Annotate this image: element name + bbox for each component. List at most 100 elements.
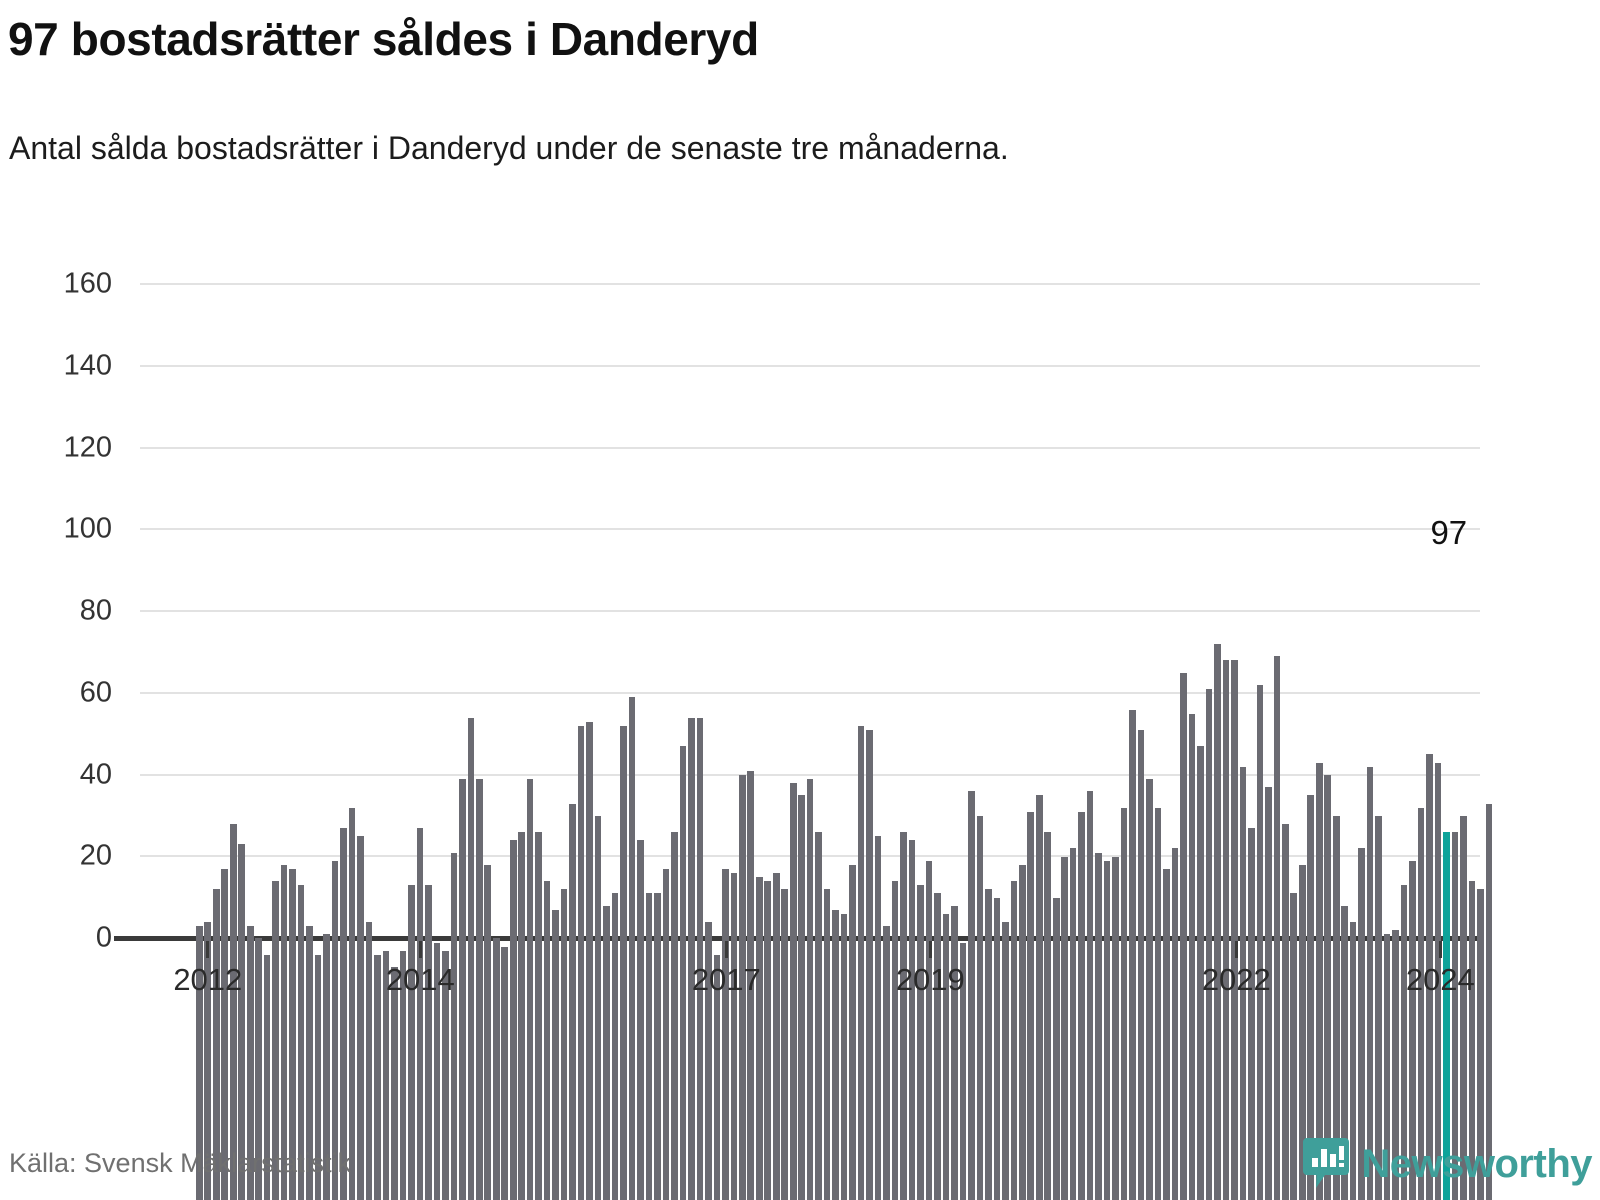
bar[interactable]: [798, 795, 805, 1200]
bar[interactable]: [1035, 795, 1043, 1200]
bar[interactable]: [1214, 644, 1221, 1200]
bar[interactable]: [1290, 893, 1298, 1200]
bar[interactable]: [1434, 762, 1442, 1200]
bar[interactable]: [1332, 815, 1340, 1200]
bar[interactable]: [509, 840, 517, 1200]
bar[interactable]: [1324, 774, 1332, 1200]
bar[interactable]: [1341, 905, 1348, 1200]
bar[interactable]: [1061, 856, 1068, 1200]
bar[interactable]: [730, 873, 738, 1200]
bar[interactable]: [620, 725, 627, 1200]
bar[interactable]: [204, 922, 212, 1200]
bar[interactable]: [985, 889, 992, 1200]
bar[interactable]: [1485, 803, 1493, 1200]
bar[interactable]: [365, 922, 373, 1200]
bar[interactable]: [883, 926, 890, 1200]
bar[interactable]: [425, 885, 432, 1200]
bar[interactable]: [1146, 779, 1153, 1200]
bar[interactable]: [374, 954, 381, 1200]
bar[interactable]: [951, 905, 958, 1200]
bar[interactable]: [968, 791, 975, 1200]
bar[interactable]: [297, 885, 305, 1200]
bar[interactable]: [1010, 881, 1018, 1200]
bar[interactable]: [382, 950, 390, 1200]
bar[interactable]: [416, 828, 424, 1200]
bar[interactable]: [1409, 860, 1416, 1200]
bar[interactable]: [764, 881, 772, 1200]
bar[interactable]: [1222, 660, 1230, 1200]
bar[interactable]: [594, 815, 602, 1200]
bar[interactable]: [1248, 828, 1255, 1200]
bar[interactable]: [535, 832, 542, 1200]
bar[interactable]: [1256, 684, 1264, 1200]
bar[interactable]: [1163, 868, 1170, 1200]
bar[interactable]: [934, 893, 941, 1200]
bar[interactable]: [340, 828, 347, 1200]
bar[interactable]: [840, 913, 848, 1200]
bar[interactable]: [1197, 746, 1204, 1200]
bar[interactable]: [1358, 848, 1365, 1200]
bar[interactable]: [1044, 832, 1052, 1200]
bar[interactable]: [229, 823, 237, 1200]
bar[interactable]: [645, 893, 653, 1200]
bar[interactable]: [1171, 848, 1179, 1200]
bar[interactable]: [1282, 823, 1289, 1200]
bar[interactable]: [306, 926, 313, 1200]
bar[interactable]: [577, 725, 585, 1200]
bar[interactable]: [874, 836, 882, 1200]
bar[interactable]: [823, 889, 831, 1200]
bar[interactable]: [671, 832, 678, 1200]
bar[interactable]: [1027, 811, 1035, 1200]
bar[interactable]: [628, 697, 636, 1200]
bar[interactable]: [408, 885, 415, 1200]
bar[interactable]: [1451, 832, 1459, 1200]
bar[interactable]: [739, 774, 746, 1200]
bar[interactable]: [866, 729, 873, 1200]
bar[interactable]: [1265, 787, 1272, 1200]
bar[interactable]: [1273, 656, 1281, 1200]
bar[interactable]: [1180, 672, 1187, 1200]
bar[interactable]: [1231, 660, 1238, 1200]
bar[interactable]: [399, 950, 407, 1200]
bar[interactable]: [1002, 922, 1009, 1200]
bar[interactable]: [1383, 934, 1391, 1200]
bar[interactable]: [1103, 860, 1111, 1200]
bar[interactable]: [832, 909, 839, 1200]
bar[interactable]: [1417, 807, 1425, 1200]
bar[interactable]: [246, 926, 254, 1200]
bar[interactable]: [196, 926, 203, 1200]
bar[interactable]: [1426, 754, 1433, 1200]
bar[interactable]: [459, 779, 466, 1200]
bar[interactable]: [450, 852, 458, 1200]
bar[interactable]: [654, 893, 661, 1200]
bar[interactable]: [492, 938, 500, 1200]
bar[interactable]: [747, 770, 755, 1200]
bar[interactable]: [1137, 729, 1145, 1200]
bar[interactable]: [696, 717, 704, 1200]
bar[interactable]: [1392, 930, 1399, 1200]
bar[interactable]: [1366, 766, 1374, 1200]
bar[interactable]: [442, 950, 449, 1200]
bar[interactable]: [772, 873, 780, 1200]
bar[interactable]: [255, 938, 262, 1200]
bar[interactable]: [484, 864, 492, 1200]
bar[interactable]: [331, 860, 339, 1200]
bar[interactable]: [357, 836, 364, 1200]
bar[interactable]: [891, 881, 899, 1200]
bar[interactable]: [526, 779, 534, 1200]
bar[interactable]: [1307, 795, 1315, 1200]
bar[interactable]: [467, 717, 475, 1200]
bar[interactable]: [925, 860, 933, 1200]
bar[interactable]: [391, 967, 398, 1200]
bar[interactable]: [705, 922, 712, 1200]
bar[interactable]: [1129, 709, 1136, 1200]
bar[interactable]: [501, 946, 509, 1200]
bar[interactable]: [1069, 848, 1077, 1200]
bar[interactable]: [976, 815, 984, 1200]
bar[interactable]: [1154, 807, 1162, 1200]
bar[interactable]: [560, 889, 568, 1200]
bar[interactable]: [263, 954, 271, 1200]
bar[interactable]: [603, 905, 610, 1200]
bar[interactable]: [722, 868, 729, 1200]
bar[interactable]: [815, 832, 822, 1200]
